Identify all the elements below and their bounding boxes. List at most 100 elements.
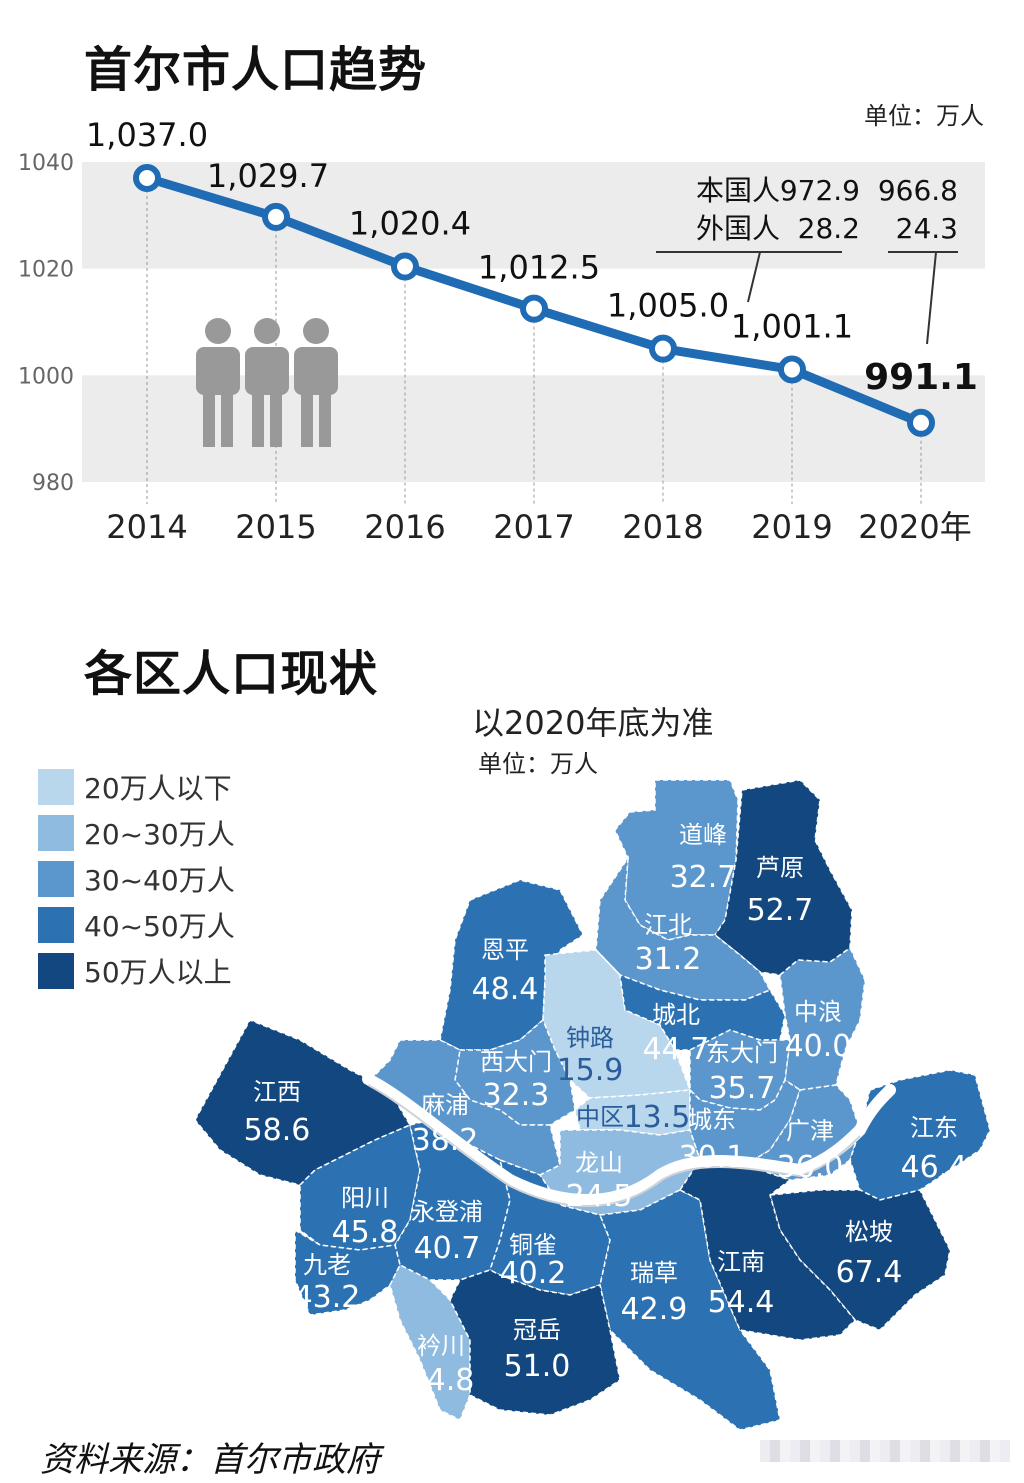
- data-point: [133, 164, 161, 192]
- callout-2019: [656, 251, 842, 303]
- district-shape: [598, 1189, 781, 1431]
- district-value: 36.0: [777, 1150, 844, 1185]
- district-value: 15.9: [557, 1053, 624, 1088]
- legend-label: 30~40万人: [84, 864, 235, 897]
- legend-item: 20~30万人: [38, 810, 235, 856]
- legend-swatch: [38, 907, 74, 943]
- district-value: 44.7: [643, 1032, 710, 1067]
- district-value: 48.4: [472, 972, 539, 1007]
- district-name: 江北: [644, 911, 692, 939]
- district-name: 冠岳: [513, 1316, 561, 1344]
- callout-2020: [888, 251, 958, 345]
- band-1020-1040: [82, 162, 985, 269]
- trend-title: 首尔市人口趋势: [84, 42, 428, 98]
- district-name: 九老: [303, 1251, 351, 1279]
- district-name: 衿川: [417, 1332, 465, 1360]
- map-unit: 单位：万人: [478, 750, 598, 778]
- legend-label: 20万人以下: [84, 772, 232, 805]
- district-value: 30.1: [679, 1140, 746, 1175]
- legend-item: 20万人以下: [38, 764, 235, 810]
- district-value: 67.4: [836, 1255, 903, 1290]
- district-name: 城东: [688, 1106, 736, 1134]
- district-name: 江西: [253, 1078, 301, 1106]
- x-tick-label: 2016: [364, 508, 445, 546]
- district-name: 东大门: [706, 1039, 778, 1067]
- district-name: 江东: [910, 1114, 958, 1142]
- legend-label: 20~30万人: [84, 818, 235, 851]
- district-value: 43.2: [294, 1280, 361, 1315]
- district-name: 龙山: [575, 1149, 623, 1177]
- legend-swatch: [38, 769, 74, 805]
- district-value: 24.8: [408, 1363, 475, 1398]
- legend-item: 50万人以上: [38, 948, 235, 994]
- y-tick-label: 1020: [18, 258, 74, 283]
- district-name: 钟路: [566, 1024, 614, 1052]
- legend-label: 40~50万人: [84, 910, 235, 943]
- district-value: 46.4: [901, 1150, 968, 1185]
- district-value: 31.2: [635, 942, 702, 977]
- y-tick-label: 1040: [18, 151, 74, 176]
- district-name: 瑞草: [630, 1259, 678, 1287]
- breakdown-2019-domestic: 972.9: [780, 174, 860, 207]
- district-shape: [439, 879, 584, 1051]
- district-value: 40.2: [500, 1256, 567, 1291]
- data-point: [778, 355, 806, 384]
- district-name: 永登浦: [411, 1198, 483, 1226]
- x-tick-label: 2015: [235, 508, 316, 546]
- district-value: 32.7: [670, 860, 737, 895]
- district-value: 24.5: [566, 1179, 633, 1214]
- data-point: [520, 294, 548, 323]
- breakdown-label-foreign: 外国人: [696, 212, 780, 245]
- map-note: 以2020年底为准: [472, 704, 714, 742]
- value-label: 1,020.4: [349, 205, 471, 243]
- x-tick-label: 2019: [751, 508, 832, 546]
- district-value: 40.0: [785, 1029, 852, 1064]
- district-value: 13.5: [624, 1100, 691, 1135]
- value-label: 991.1: [864, 357, 978, 398]
- breakdown-label-domestic: 本国人: [696, 174, 780, 207]
- district-value: 32.3: [483, 1078, 550, 1113]
- district-value: 54.4: [708, 1285, 775, 1320]
- district-value: 51.0: [504, 1349, 571, 1384]
- district-shape: [449, 1269, 621, 1416]
- x-tick-label: 2018: [622, 508, 703, 546]
- breakdown-2020-domestic: 966.8: [878, 174, 958, 207]
- district-shape: [368, 1039, 561, 1176]
- legend-swatch: [38, 861, 74, 897]
- legend-item: 30~40万人: [38, 856, 235, 902]
- district-name: 城北: [652, 1001, 700, 1029]
- district-name: 恩平: [481, 936, 529, 964]
- district-shape: [713, 779, 853, 976]
- district-value: 40.7: [414, 1231, 481, 1266]
- district-name: 道峰: [679, 821, 727, 849]
- han-river: [362, 1073, 896, 1206]
- legend-item: 40~50万人: [38, 902, 235, 948]
- district-name: 芦原: [756, 854, 804, 882]
- district-name: 松坡: [845, 1218, 893, 1246]
- district-name: 广津: [786, 1117, 834, 1145]
- y-tick-label: 1000: [18, 364, 74, 389]
- district-shape: [389, 1263, 471, 1422]
- district-value: 42.9: [621, 1292, 688, 1327]
- district-name: 西大门: [480, 1048, 552, 1076]
- district-value: 38.2: [412, 1123, 479, 1158]
- district-shape: [779, 946, 866, 1091]
- district-value: 58.6: [244, 1113, 311, 1148]
- legend-swatch: [38, 953, 74, 989]
- data-point: [391, 252, 419, 281]
- district-name: 铜雀: [509, 1231, 557, 1259]
- x-tick-label: 2014: [106, 508, 187, 546]
- district-name: 中区: [576, 1103, 624, 1131]
- district-value: 35.7: [709, 1071, 776, 1106]
- value-label: 1,012.5: [478, 249, 600, 287]
- map-legend: 20万人以下 20~30万人 30~40万人 40~50万人 50万人以上: [38, 764, 235, 994]
- y-tick-label: 980: [32, 471, 74, 496]
- breakdown-2020-foreign: 24.3: [896, 212, 958, 245]
- district-name: 江南: [717, 1248, 765, 1276]
- district-name: 阳川: [341, 1184, 389, 1212]
- data-point: [649, 334, 677, 363]
- value-label: 1,037.0: [86, 116, 208, 154]
- district-value: 52.7: [747, 893, 814, 928]
- legend-label: 50万人以上: [84, 956, 232, 989]
